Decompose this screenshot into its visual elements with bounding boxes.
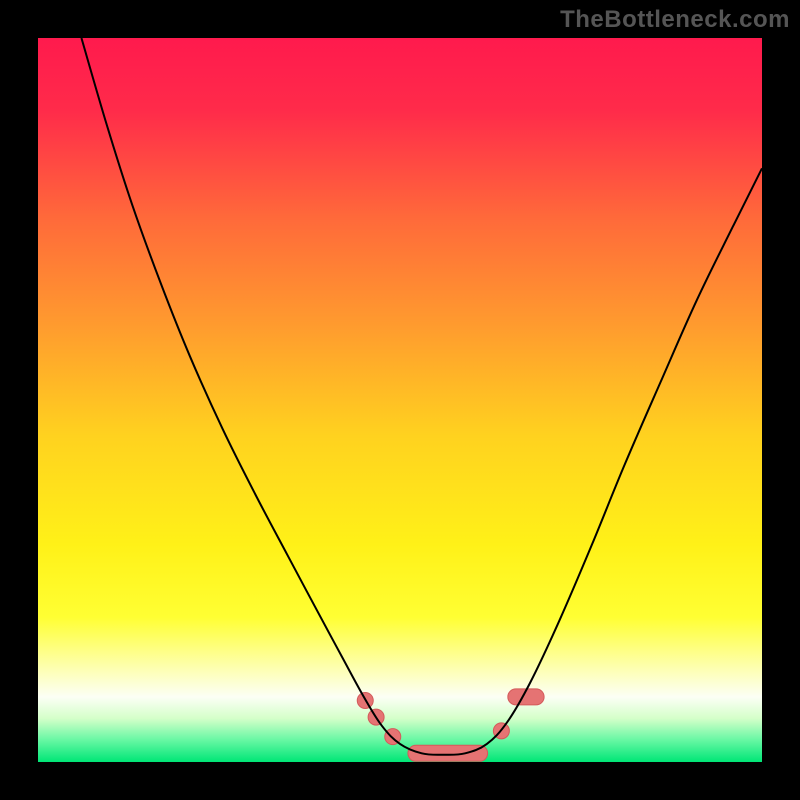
watermark-text: TheBottleneck.com [560, 6, 790, 34]
chart-svg [38, 38, 762, 762]
chart-outer-frame: TheBottleneck.com [0, 0, 800, 800]
chart-inner-region [38, 38, 762, 762]
